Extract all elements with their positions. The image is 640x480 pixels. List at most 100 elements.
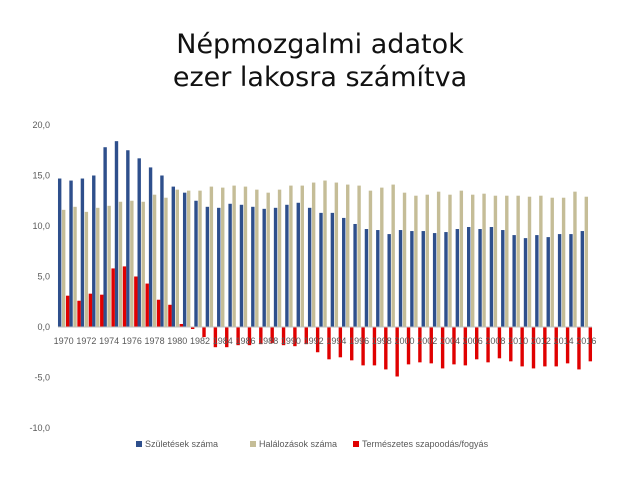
deaths-bar [402,192,407,327]
deaths-bar [471,194,475,327]
natural-change-bar [577,327,581,370]
natural-change-bar [202,327,206,338]
births-bar [455,229,460,327]
y-tick-label: 0,0 [37,322,50,332]
deaths-bar [539,195,543,327]
births-bar [410,231,414,327]
x-tick-label: 2004 [440,336,460,346]
deaths-bar [141,201,145,327]
y-tick-label: -10,0 [29,423,50,433]
chart-title-line-1: Népmozgalmi adatok [176,29,464,60]
births-bar [217,207,221,327]
legend-swatch [136,441,142,447]
births-bar [285,204,289,327]
x-tick-label: 2002 [417,336,437,346]
births-bar [432,233,437,327]
legend-label: Születések száma [145,439,218,449]
deaths-bar [152,194,157,327]
births-bar [239,204,244,327]
x-tick-label: 2010 [508,336,528,346]
deaths-bar [289,185,293,327]
deaths-bar [107,205,111,327]
births-bar [398,230,403,327]
births-bar [342,217,346,327]
natural-change-bar [565,327,570,364]
natural-change-bar [361,327,365,366]
y-tick-label: 5,0 [37,272,50,282]
natural-change-bar [315,327,320,353]
natural-change-bar [543,327,547,367]
x-tick-label: 1982 [190,336,210,346]
x-tick-label: 1974 [99,336,119,346]
deaths-bar [73,206,77,327]
natural-change-bar [554,327,558,367]
deaths-bar [84,211,89,327]
natural-change-bar [179,323,183,327]
births-bar [228,203,232,327]
deaths-bar [255,189,259,327]
births-bar [171,186,175,327]
natural-change-bar [100,294,104,327]
deaths-bar [561,197,566,327]
natural-change-bar [350,327,354,361]
deaths-bar [482,193,486,327]
legend-label: Halálozások száma [259,439,337,449]
chart-title: Népmozgalmi adatok ezer lakosra számítva [0,28,640,94]
births-bar [92,175,96,327]
natural-change-bar [372,327,377,366]
natural-change-bar [236,327,240,346]
deaths-bar [311,182,316,327]
deaths-bar [448,194,452,327]
births-bar [501,230,505,327]
x-tick-label: 1998 [372,336,392,346]
deaths-bar [584,196,589,327]
y-tick-label: 15,0 [32,171,50,181]
births-bar [307,207,312,327]
births-bar [376,230,380,327]
births-bar [126,150,130,327]
natural-change-bar [247,327,252,346]
births-bar [148,167,153,327]
births-bar [251,206,255,327]
deaths-bar [221,187,225,327]
deaths-bar [175,189,179,327]
natural-change-bar [463,327,468,366]
natural-change-bar [429,327,433,364]
x-tick-label: 2012 [531,336,551,346]
y-tick-label: 10,0 [32,221,50,231]
x-tick-label: 1996 [349,336,369,346]
natural-change-bar [122,266,127,327]
x-tick-label: 1988 [258,336,278,346]
deaths-bar [527,196,532,327]
births-bar [557,234,562,327]
births-bar [103,147,107,327]
births-bar [546,237,550,327]
deaths-bar [550,197,554,327]
births-bar [80,178,85,327]
births-bar [364,229,369,327]
births-bar [273,207,278,327]
x-tick-label: 1984 [213,336,233,346]
x-tick-label: 1978 [145,336,165,346]
x-tick-label: 2006 [463,336,483,346]
deaths-bar [198,190,202,327]
natural-change-bar [65,295,70,327]
natural-change-bar [134,276,138,327]
births-bar [387,234,391,327]
natural-change-bar [520,327,524,367]
births-bar [114,141,119,327]
legend-label: Természetes szapoodás/fogyás [362,439,489,449]
births-bar [262,208,266,327]
births-bar [57,178,62,327]
natural-change-bar [475,327,479,360]
births-bar [580,231,585,327]
deaths-bar [346,184,350,327]
y-tick-label: -5,0 [34,373,50,383]
natural-change-bar [418,327,422,363]
natural-change-bar [497,327,502,359]
x-tick-label: 1970 [54,336,74,346]
natural-change-bar [406,327,411,365]
natural-change-bar [327,327,331,360]
x-tick-label: 1990 [281,336,301,346]
deaths-bar [96,207,100,327]
